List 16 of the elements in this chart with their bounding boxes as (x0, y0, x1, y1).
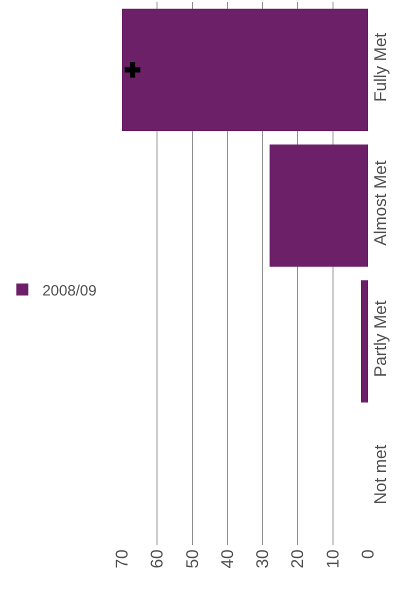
x-tick-label: 10 (323, 549, 342, 568)
x-tick-label: 60 (148, 549, 167, 568)
x-tick-label: 20 (288, 549, 308, 568)
x-tick-label: 70 (112, 549, 132, 568)
y-tick-label: Partly Met (371, 300, 390, 378)
x-tick-label: 40 (218, 549, 237, 568)
bar (360, 280, 368, 402)
x-tick-label: 30 (253, 549, 272, 568)
y-tick-label: Not met (371, 444, 390, 504)
x-tick-label: 50 (182, 549, 202, 568)
y-tick-label: Fully Met (371, 32, 390, 102)
x-tick-label: 0 (358, 549, 378, 559)
legend-label: 2008/09 (42, 282, 97, 300)
y-tick-label: Almost Met (371, 160, 390, 246)
bar (122, 8, 368, 131)
bar (270, 144, 368, 267)
